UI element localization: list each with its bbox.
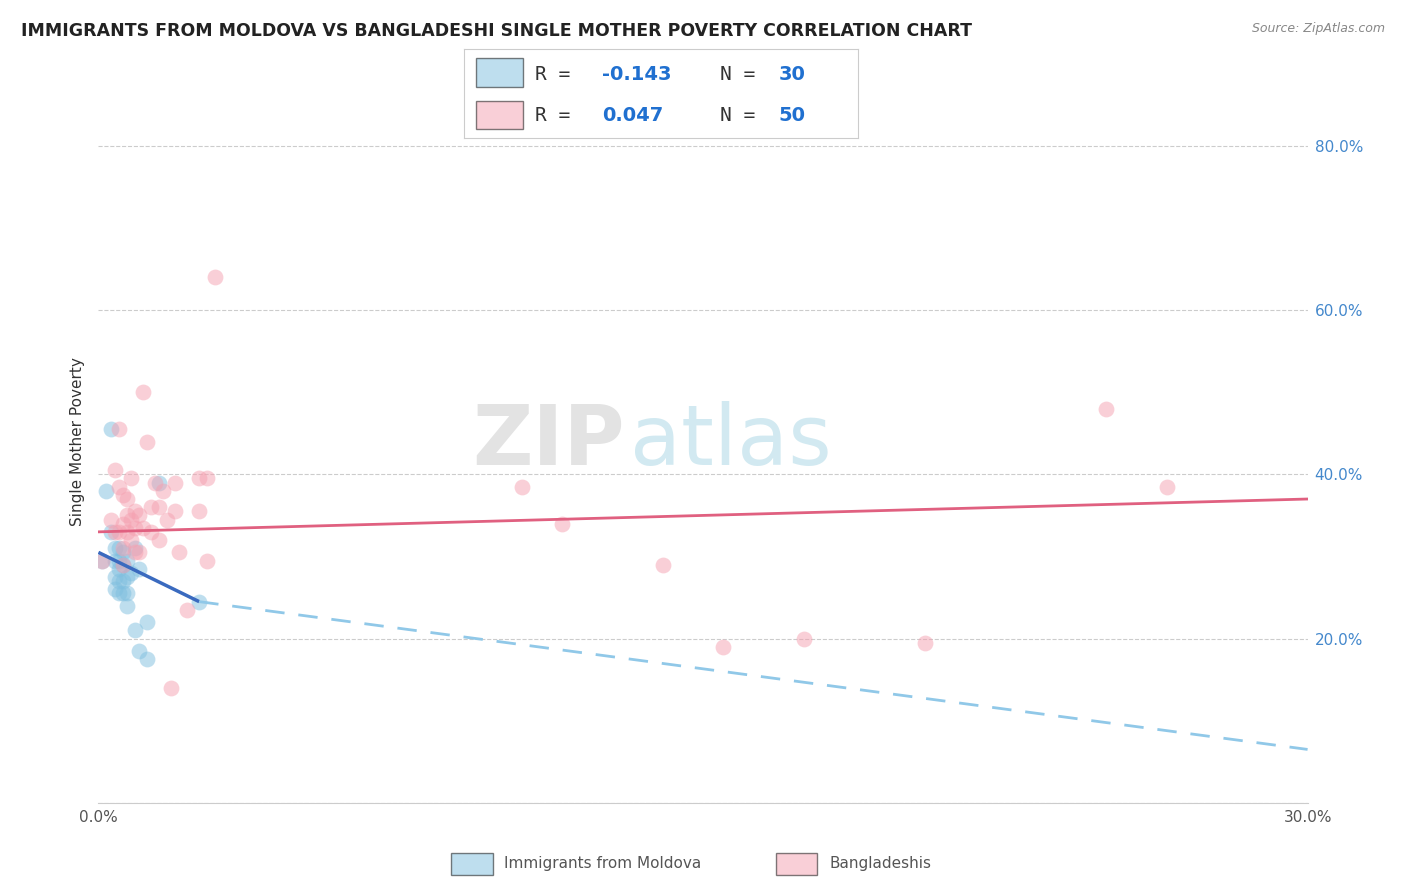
Point [195, 553, 218, 567]
Point [100, 524, 122, 539]
FancyBboxPatch shape [776, 853, 817, 875]
Point [1156, 480, 1178, 494]
Point [143, 475, 166, 490]
Point [111, 516, 134, 531]
Point [103, 582, 125, 597]
Point [135, 434, 157, 449]
Point [139, 500, 162, 515]
Point [128, 562, 150, 576]
Point [107, 480, 129, 494]
Point [148, 500, 170, 515]
Point [711, 640, 734, 654]
Point [103, 463, 125, 477]
Point [176, 603, 198, 617]
Text: Immigrants from Moldova: Immigrants from Moldova [505, 856, 702, 871]
Point [128, 644, 150, 658]
FancyBboxPatch shape [451, 853, 492, 875]
Point [115, 586, 138, 600]
Point [103, 553, 125, 567]
Point [115, 508, 138, 523]
Text: N =: N = [720, 105, 766, 125]
Point [115, 570, 138, 584]
Point [111, 574, 134, 588]
Text: ZIP: ZIP [472, 401, 624, 482]
Point [107, 562, 129, 576]
Point [120, 512, 142, 526]
Point [107, 553, 129, 567]
Point [124, 504, 146, 518]
Point [124, 521, 146, 535]
Point [120, 471, 142, 485]
Point [124, 624, 146, 638]
Point [111, 545, 134, 559]
Point [111, 586, 134, 600]
Point [152, 483, 174, 498]
Point [132, 521, 155, 535]
Point [100, 422, 122, 436]
Text: Bangladeshis: Bangladeshis [830, 856, 931, 871]
Point [148, 533, 170, 547]
Point [195, 471, 218, 485]
Point [91, 553, 114, 567]
Point [651, 558, 673, 572]
Point [160, 681, 183, 695]
Point [111, 558, 134, 572]
Point [188, 471, 211, 485]
Text: Source: ZipAtlas.com: Source: ZipAtlas.com [1251, 22, 1385, 36]
Point [115, 599, 138, 613]
Point [128, 545, 150, 559]
Point [163, 504, 186, 518]
Point [120, 566, 142, 580]
Point [111, 558, 134, 572]
Point [96, 483, 118, 498]
Point [188, 594, 211, 608]
Text: IMMIGRANTS FROM MOLDOVA VS BANGLADESHI SINGLE MOTHER POVERTY CORRELATION CHART: IMMIGRANTS FROM MOLDOVA VS BANGLADESHI S… [21, 22, 972, 40]
FancyBboxPatch shape [475, 58, 523, 87]
Point [103, 570, 125, 584]
Point [135, 652, 157, 666]
Point [103, 524, 125, 539]
Point [115, 553, 138, 567]
Point [163, 475, 186, 490]
Point [167, 545, 190, 559]
Point [914, 636, 936, 650]
Point [793, 632, 815, 646]
Point [124, 545, 146, 559]
Point [551, 516, 574, 531]
FancyBboxPatch shape [475, 101, 523, 129]
Text: atlas: atlas [630, 401, 832, 482]
Point [103, 541, 125, 556]
Point [107, 422, 129, 436]
Text: 30: 30 [779, 64, 806, 84]
Text: 0.047: 0.047 [602, 105, 664, 125]
Point [132, 385, 155, 400]
Point [120, 533, 142, 547]
Point [111, 488, 134, 502]
Point [100, 512, 122, 526]
Text: R =: R = [534, 105, 582, 125]
Point [128, 508, 150, 523]
Point [107, 586, 129, 600]
Text: 50: 50 [779, 105, 806, 125]
Text: N =: N = [720, 64, 766, 84]
Y-axis label: Single Mother Poverty: Single Mother Poverty [70, 357, 86, 526]
Text: -0.143: -0.143 [602, 64, 671, 84]
Text: R =: R = [534, 64, 582, 84]
Point [107, 574, 129, 588]
Point [111, 541, 134, 556]
Point [115, 491, 138, 506]
Point [107, 524, 129, 539]
Point [139, 524, 162, 539]
Point [510, 480, 533, 494]
Point [204, 270, 226, 285]
Point [1095, 401, 1118, 416]
Point [188, 504, 211, 518]
Point [107, 541, 129, 556]
Point [115, 524, 138, 539]
Point [135, 615, 157, 630]
Point [124, 541, 146, 556]
Point [156, 512, 179, 526]
Point [91, 553, 114, 567]
Point [148, 475, 170, 490]
